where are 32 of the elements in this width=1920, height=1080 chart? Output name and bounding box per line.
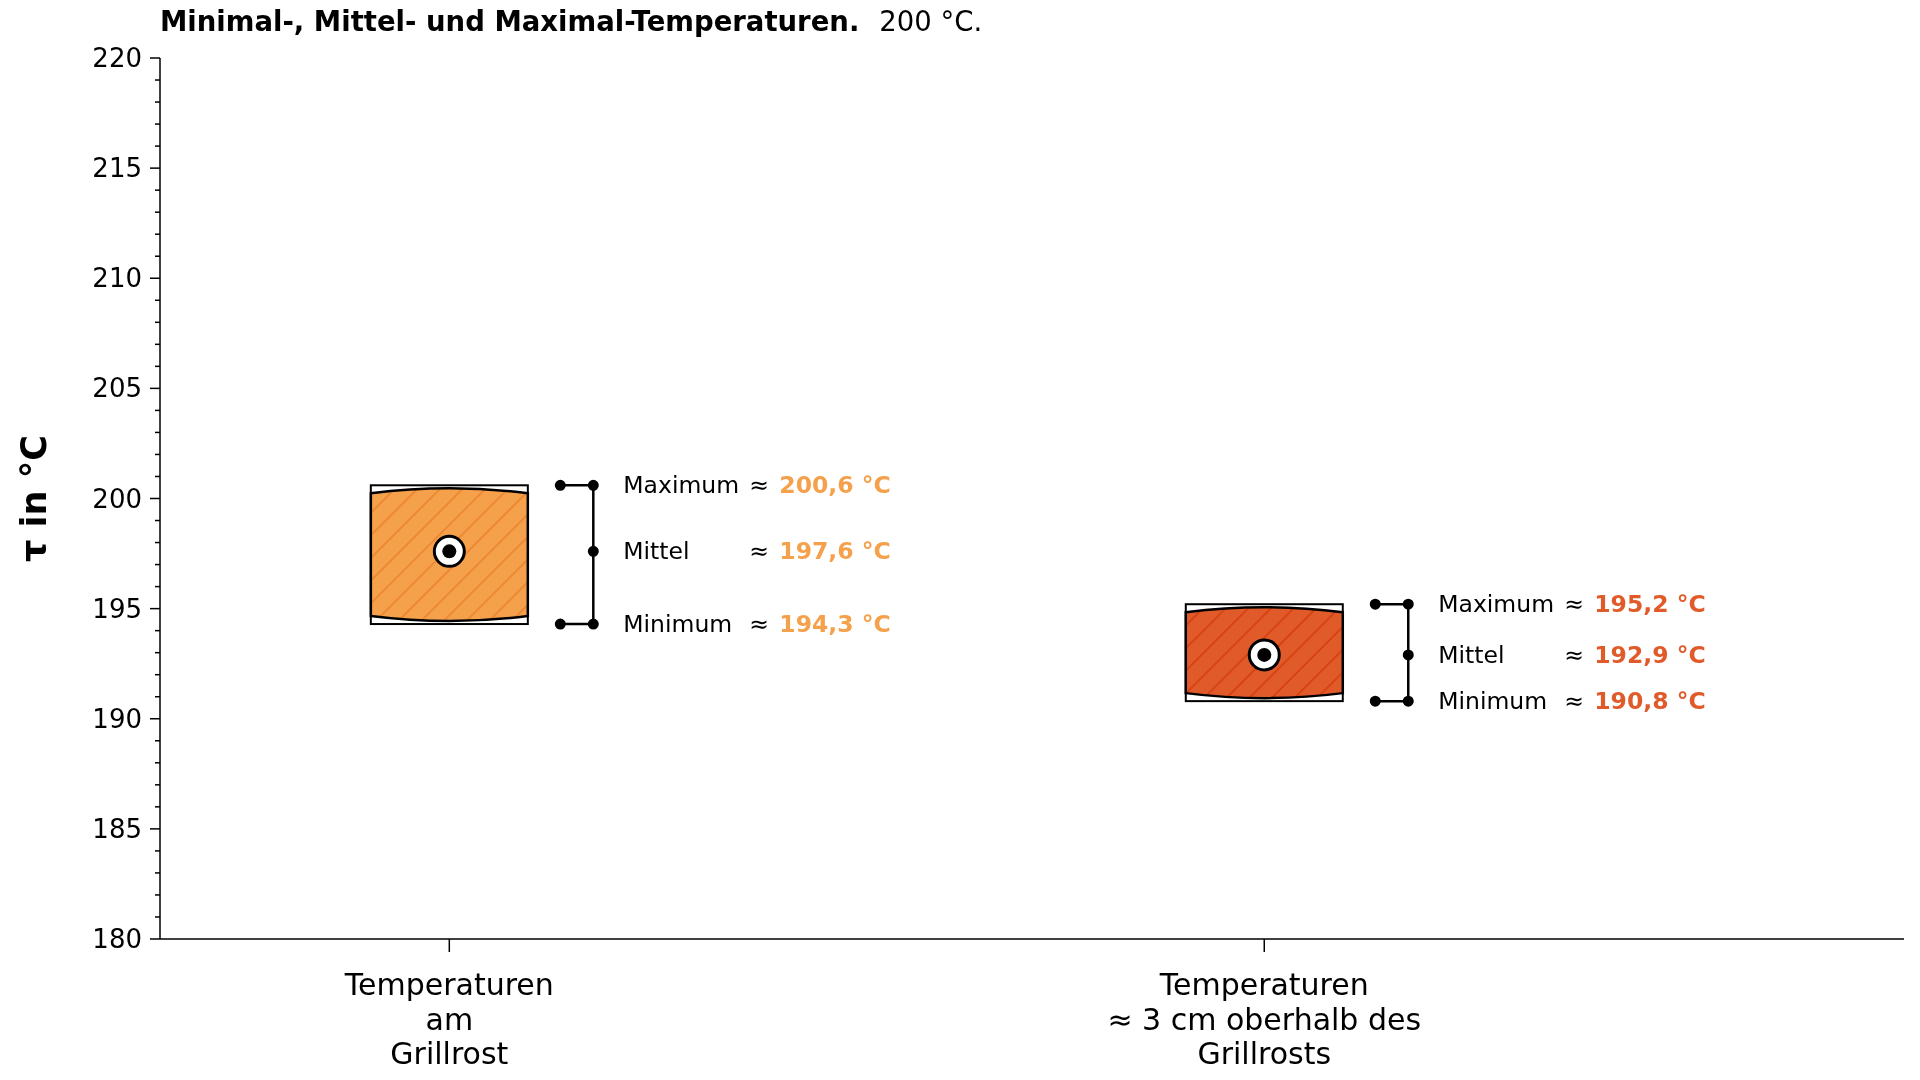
annotation: 195,2 °C (1594, 590, 1706, 619)
annotation: Minimum (1438, 687, 1548, 716)
annotation: ≈ (749, 610, 770, 639)
annotation: Minimum (623, 610, 733, 639)
annotation: Maximum (623, 471, 740, 500)
y-tick-label: 210 (92, 263, 142, 294)
annotation: ≈ (749, 537, 770, 566)
annotation: 190,8 °C (1594, 687, 1706, 716)
annotation: ≈ (1564, 640, 1584, 669)
y-tick-label: 220 (92, 43, 142, 73)
y-tick-label: 215 (92, 153, 142, 184)
annotation: ≈ (1564, 590, 1584, 619)
chart-title: Minimal-, Mittel- und Maximal-Temperaturen. (160, 5, 860, 37)
x-tick-label: Temperaturen am Grillrost (343, 967, 554, 1071)
y-tick-label: 180 (92, 924, 142, 954)
y-tick-label: 200 (92, 483, 142, 514)
y-tick-label: 195 (92, 593, 142, 624)
annotation: Mittel (623, 537, 690, 566)
x-tick-label: Temperaturen ≈ 3 cm oberhalb des Grillrosts (1107, 967, 1422, 1071)
annotation: 194,3 °C (779, 610, 891, 639)
y-tick-label: 185 (92, 813, 142, 844)
y-tick-label: 190 (92, 703, 142, 734)
y-axis-title: τ in °C (14, 435, 54, 562)
chart-subtitle: 200 °C. (879, 5, 983, 37)
annotation: 192,9 °C (1594, 640, 1706, 669)
annotation: Maximum (1438, 590, 1555, 619)
annotation: ≈ (749, 471, 770, 500)
annotation: Mittel (1438, 640, 1505, 669)
y-tick-label: 205 (92, 373, 142, 404)
annotation: 197,6 °C (779, 537, 891, 566)
annotation: ≈ (1564, 687, 1584, 716)
annotation: 200,6 °C (779, 471, 891, 500)
